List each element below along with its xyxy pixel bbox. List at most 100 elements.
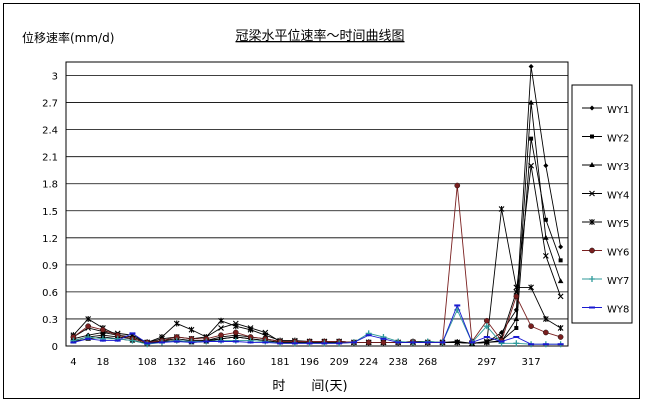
legend-label: WY2: [607, 134, 629, 145]
data-point: [543, 234, 549, 240]
data-point: [528, 284, 534, 291]
data-point: [306, 342, 313, 345]
data-point: [543, 217, 548, 222]
data-point: [513, 293, 520, 300]
data-point: [262, 341, 269, 344]
legend-box: [571, 84, 633, 324]
data-point: [483, 317, 490, 324]
legend-label: WY5: [607, 219, 629, 230]
data-point: [483, 323, 490, 330]
chart-title: 冠梁水平位速率～时间曲线图: [235, 28, 404, 44]
legend-item-wy6: WY6: [582, 248, 629, 259]
data-point: [321, 342, 328, 345]
data-point: [218, 325, 224, 331]
data-point: [454, 339, 461, 346]
data-point: [424, 341, 431, 344]
legend-item-wy3: WY3: [582, 162, 629, 173]
data-point: [277, 342, 284, 345]
x-tick-label: 196: [300, 357, 319, 368]
data-point: [513, 315, 520, 321]
data-point: [100, 326, 106, 333]
data-point: [188, 326, 195, 333]
legend-marker: [589, 105, 595, 111]
data-point: [528, 162, 534, 169]
data-point: [528, 99, 534, 105]
data-point: [232, 333, 239, 339]
data-point: [528, 343, 535, 346]
y-tick-label: 0.9: [42, 261, 58, 272]
data-point: [514, 325, 519, 330]
data-point: [173, 340, 180, 343]
x-tick-label: 224: [359, 357, 378, 368]
legend-label: WY3: [607, 162, 629, 173]
data-point: [513, 289, 520, 295]
data-point: [380, 339, 387, 346]
data-point: [203, 340, 210, 343]
data-point: [70, 341, 77, 344]
data-point: [483, 335, 490, 338]
data-point: [558, 258, 563, 263]
x-tick-label: 18: [97, 357, 110, 368]
y-tick-label: 1.2: [42, 234, 58, 245]
data-point: [218, 332, 224, 338]
data-point: [218, 317, 224, 324]
y-tick-label: 2.4: [42, 126, 58, 137]
data-point: [291, 342, 298, 345]
data-point: [409, 341, 416, 344]
data-point: [232, 340, 239, 343]
y-tick-label: 0.3: [42, 315, 58, 326]
y-tick-label: 1.8: [42, 180, 58, 191]
data-point: [483, 339, 490, 346]
data-point: [144, 342, 151, 345]
x-tick-label: 132: [167, 357, 186, 368]
legend-marker: [589, 162, 595, 167]
legend-label: WY1: [607, 105, 629, 116]
x-axis-label: 时 间(天): [272, 379, 347, 394]
legend-item-wy1: WY1: [582, 105, 629, 116]
legend-label: WY7: [607, 276, 629, 287]
plot-area: [65, 61, 569, 347]
grid-lines: [66, 75, 568, 320]
x-tick-label: 268: [418, 357, 437, 368]
data-point: [513, 284, 520, 291]
y-axis-label: 位移速率(mm/d): [22, 30, 114, 45]
data-point: [542, 343, 549, 346]
data-point: [513, 335, 520, 338]
x-tick-label: 4: [70, 357, 76, 368]
data-point: [247, 326, 254, 333]
data-point: [99, 339, 106, 342]
data-point: [528, 64, 534, 70]
data-point: [85, 337, 92, 340]
x-tick-label: 181: [271, 357, 290, 368]
data-point: [498, 340, 505, 343]
data-point: [365, 339, 372, 346]
data-point: [395, 341, 402, 344]
data-point: [350, 341, 357, 344]
data-point: [542, 252, 549, 259]
chart-frame: [3, 3, 640, 399]
data-point: [454, 304, 461, 307]
data-point: [247, 341, 254, 344]
legend-item-wy8: WY8: [582, 305, 629, 316]
data-point: [85, 315, 92, 322]
data-point: [129, 337, 136, 344]
series-group: [70, 64, 564, 348]
data-point: [336, 342, 343, 345]
x-tick-label: 160: [226, 357, 245, 368]
data-point: [558, 244, 564, 250]
x-tick-labels: 4 18 108 132 146 160 181 196 209 224 238 268 297 317: [70, 357, 540, 368]
legend-marker: [589, 247, 595, 254]
legend-marker: [590, 134, 594, 139]
x-tick-label: 317: [522, 357, 541, 368]
data-point: [439, 341, 446, 344]
data-point: [513, 340, 520, 347]
data-point: [529, 136, 534, 141]
data-point: [114, 339, 121, 342]
y-tick-labels: 0 0.3 0.6 0.9 1.2 1.5 1.8 2.1 2.4 2.7 3: [42, 72, 58, 353]
y-tick-label: 1.5: [42, 207, 58, 218]
data-point: [498, 205, 505, 212]
legend-marker: [589, 190, 595, 197]
data-point: [557, 293, 564, 300]
y-tick-label: 2.1: [42, 153, 58, 164]
